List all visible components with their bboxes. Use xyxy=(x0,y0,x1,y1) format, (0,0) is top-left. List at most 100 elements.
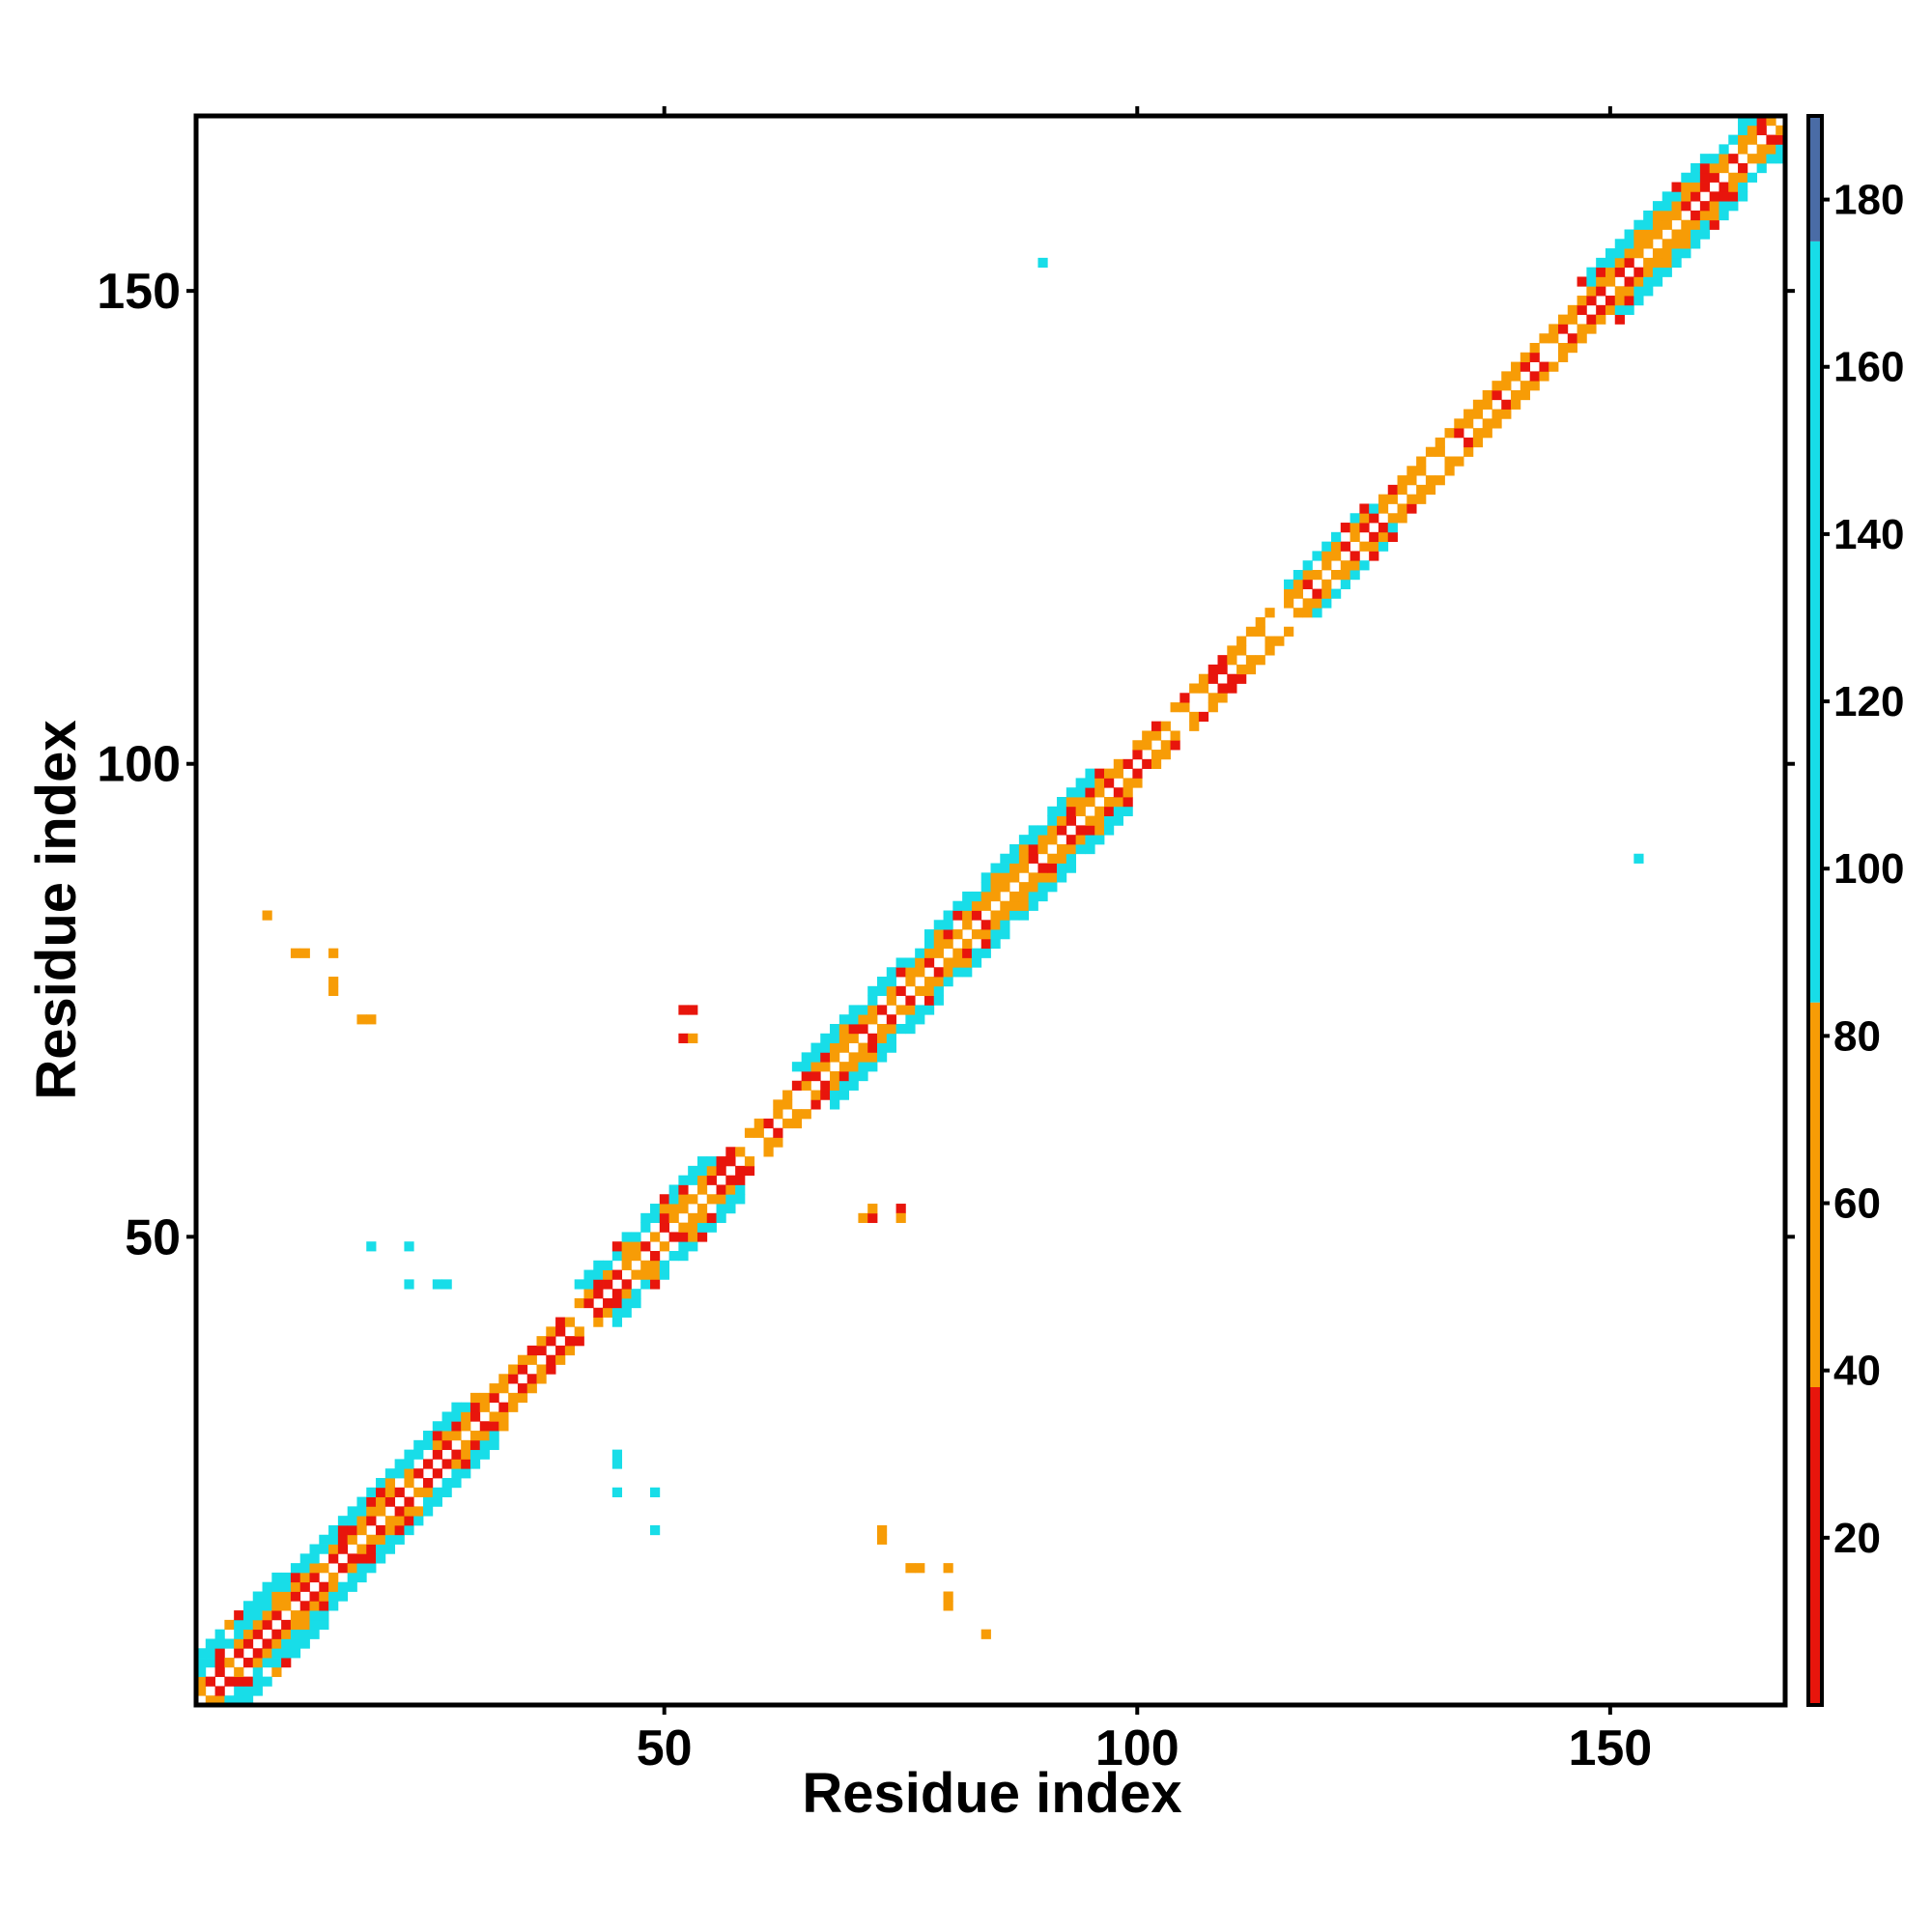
heatmap-cell xyxy=(933,985,944,997)
heatmap-cell xyxy=(290,1610,301,1621)
heatmap-cell xyxy=(432,1496,442,1507)
heatmap-cell xyxy=(299,1601,310,1611)
heatmap-cell xyxy=(309,1629,320,1639)
heatmap-cell xyxy=(404,1241,414,1252)
heatmap-cell xyxy=(611,1487,623,1497)
heatmap-cell xyxy=(1331,588,1342,599)
heatmap-cell xyxy=(688,1212,698,1224)
heatmap-cell xyxy=(384,1496,396,1507)
heatmap-cell xyxy=(611,1297,623,1309)
heatmap-cell xyxy=(659,1194,669,1205)
heatmap-cell xyxy=(1444,428,1455,439)
heatmap-cell xyxy=(1028,900,1038,911)
heatmap-cell xyxy=(1350,570,1360,581)
heatmap-cell xyxy=(1435,437,1445,448)
heatmap-cell xyxy=(423,1431,434,1441)
heatmap-cell xyxy=(536,1345,547,1356)
heatmap-cell xyxy=(1699,172,1711,183)
heatmap-cell xyxy=(1037,843,1048,855)
heatmap-cell xyxy=(971,891,982,902)
heatmap-cell xyxy=(621,1279,632,1290)
heatmap-cell xyxy=(1747,125,1758,135)
heatmap-cell xyxy=(1350,523,1360,533)
heatmap-cell xyxy=(735,1165,746,1177)
heatmap-cell xyxy=(1529,352,1540,362)
heatmap-cell xyxy=(1681,219,1691,230)
heatmap-cell xyxy=(659,1212,669,1224)
heatmap-cell xyxy=(337,1544,349,1554)
heatmap-cell xyxy=(1719,210,1729,221)
heatmap-cell xyxy=(526,1374,537,1384)
heatmap-cell xyxy=(877,1042,888,1053)
heatmap-cell xyxy=(1378,541,1389,552)
heatmap-cell xyxy=(886,967,896,978)
heatmap-cell xyxy=(1586,324,1597,334)
heatmap-cell xyxy=(773,1109,783,1120)
heatmap-cell xyxy=(621,1232,632,1242)
heatmap-cell xyxy=(1065,843,1077,855)
heatmap-cell xyxy=(479,1402,490,1412)
heatmap-cell xyxy=(1208,664,1218,675)
heatmap-cell xyxy=(1236,645,1247,656)
heatmap-cell xyxy=(1425,484,1436,496)
heatmap-cell xyxy=(299,948,310,958)
heatmap-cell xyxy=(810,1042,821,1053)
heatmap-cell xyxy=(1122,778,1133,788)
colorbar-tick-label: 40 xyxy=(1833,1348,1881,1395)
heatmap-cell xyxy=(1501,381,1512,391)
colorbar-segment xyxy=(1808,1387,1822,1705)
heatmap-cell xyxy=(1652,229,1663,240)
heatmap-cell xyxy=(725,1194,736,1205)
heatmap-cell xyxy=(611,1289,623,1299)
heatmap-cell xyxy=(1057,815,1067,826)
heatmap-cell xyxy=(1482,389,1492,401)
heatmap-cell xyxy=(1189,711,1200,723)
heatmap-cell xyxy=(384,1487,396,1497)
heatmap-cell xyxy=(858,1005,868,1015)
heatmap-cell xyxy=(1520,389,1531,401)
heatmap-cell xyxy=(1699,229,1711,240)
colorbar-frame xyxy=(1806,114,1824,1707)
heatmap-cell xyxy=(281,1629,292,1639)
heatmap-cell xyxy=(234,1666,244,1678)
heatmap-cell xyxy=(1652,267,1663,277)
heatmap-cell xyxy=(1104,797,1115,808)
heatmap-cell xyxy=(1766,116,1776,127)
heatmap-cell xyxy=(252,1629,263,1639)
heatmap-cell xyxy=(404,1459,414,1469)
heatmap-cell xyxy=(593,1317,604,1327)
heatmap-cell xyxy=(1198,711,1209,723)
heatmap-cell xyxy=(489,1439,499,1451)
heatmap-cell xyxy=(1028,835,1038,845)
heatmap-cell xyxy=(234,1629,244,1639)
heatmap-cell xyxy=(962,967,973,978)
heatmap-cell xyxy=(905,957,916,968)
heatmap-cell xyxy=(1000,853,1010,864)
heatmap-cell xyxy=(224,1638,235,1649)
heatmap-cell xyxy=(319,1601,329,1611)
heatmap-cell xyxy=(376,1487,386,1497)
heatmap-cell xyxy=(1255,626,1265,637)
heatmap-cell xyxy=(1321,598,1332,609)
heatmap-cell xyxy=(1756,154,1767,164)
heatmap-cell xyxy=(668,1184,679,1195)
heatmap-cell xyxy=(1104,768,1115,779)
heatmap-cell xyxy=(536,1364,547,1375)
heatmap-cell xyxy=(867,1005,878,1015)
heatmap-cell xyxy=(603,1269,613,1280)
heatmap-cell xyxy=(753,1127,764,1138)
heatmap-cell xyxy=(1756,162,1767,174)
heatmap-cell xyxy=(498,1402,509,1412)
heatmap-cell xyxy=(1057,863,1067,873)
heatmap-cell xyxy=(1605,296,1616,306)
heatmap-cell xyxy=(725,1156,736,1167)
heatmap-cell xyxy=(886,977,896,987)
heatmap-cell xyxy=(1728,182,1739,192)
heatmap-cell xyxy=(517,1354,528,1365)
heatmap-cell xyxy=(319,1581,329,1592)
heatmap-cell xyxy=(1681,201,1691,212)
heatmap-cell xyxy=(706,1222,717,1233)
heatmap-cell xyxy=(413,1487,424,1497)
heatmap-cell xyxy=(1302,579,1313,589)
heatmap-cell xyxy=(1709,201,1719,212)
